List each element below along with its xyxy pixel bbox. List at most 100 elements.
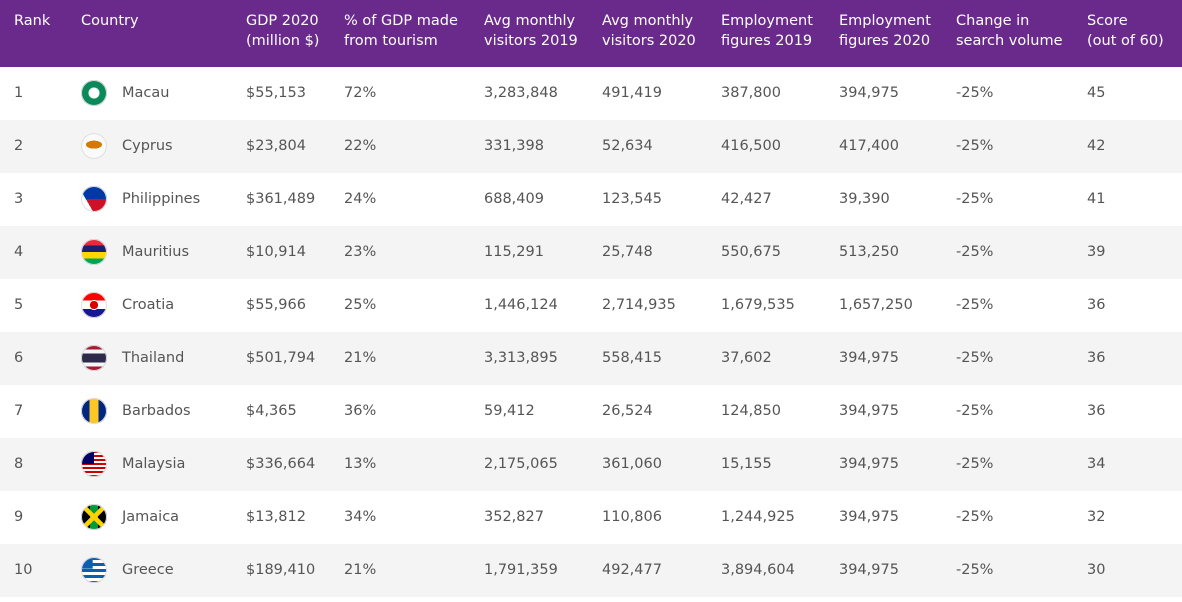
- table-cell: -25%: [956, 297, 994, 313]
- table-cell: 1,679,535: [721, 297, 795, 313]
- table-cell: 36: [1087, 297, 1106, 313]
- table-cell: 26,524: [602, 403, 653, 419]
- table-row: 3 Philippines $361,489 24% 688,409 123,545 42,…: [0, 173, 1182, 226]
- table-cell: $13,812: [246, 509, 306, 525]
- table-cell: Croatia: [122, 297, 175, 313]
- table-cell: 394,975: [839, 456, 899, 472]
- table-cell: 394,975: [839, 562, 899, 578]
- table-cell: 25%: [344, 297, 377, 313]
- table-cell: 3,313,895: [484, 350, 558, 366]
- column-header: Rank: [14, 11, 50, 31]
- table-cell: -25%: [956, 403, 994, 419]
- table-cell: -25%: [956, 562, 994, 578]
- table-cell: 42: [1087, 138, 1106, 154]
- table-cell: 25,748: [602, 244, 653, 260]
- country-flag: [81, 186, 107, 212]
- table-cell: 4: [14, 244, 24, 260]
- table-cell: $189,410: [246, 562, 316, 578]
- table-cell: 2,714,935: [602, 297, 676, 313]
- table-cell: 1,244,925: [721, 509, 795, 525]
- table-cell: 22%: [344, 138, 377, 154]
- table-cell: 394,975: [839, 403, 899, 419]
- table-cell: 39,390: [839, 191, 890, 207]
- table-cell: -25%: [956, 509, 994, 525]
- header-line: Avg monthly: [602, 13, 694, 29]
- table-cell: $4,365: [246, 403, 297, 419]
- header-line: search volume: [956, 33, 1063, 49]
- table-cell: -25%: [956, 191, 994, 207]
- table-row: 6 Thailand $501,794 21% 3,313,895 558,415 37,6…: [0, 332, 1182, 385]
- table-cell: Greece: [122, 562, 174, 578]
- table-cell: 110,806: [602, 509, 662, 525]
- table-cell: -25%: [956, 138, 994, 154]
- table-cell: 59,412: [484, 403, 535, 419]
- table-cell: 32: [1087, 509, 1106, 525]
- table-cell: $501,794: [246, 350, 316, 366]
- table-cell: 1,446,124: [484, 297, 558, 313]
- table-cell: 37,602: [721, 350, 772, 366]
- table-cell: 13%: [344, 456, 377, 472]
- table-cell: -25%: [956, 456, 994, 472]
- table-cell: 3,283,848: [484, 85, 558, 101]
- country-flag: [81, 398, 107, 424]
- table-cell: Barbados: [122, 403, 191, 419]
- table-header: Rank Country GDP 2020 (million $) % of GDP m…: [0, 0, 1182, 67]
- table-cell: 513,250: [839, 244, 899, 260]
- table-cell: Malaysia: [122, 456, 186, 472]
- header-line: Employment: [839, 13, 931, 29]
- header-line: % of GDP made: [344, 13, 458, 29]
- header-line: Score: [1087, 13, 1128, 29]
- table-cell: Cyprus: [122, 138, 173, 154]
- header-line: (out of 60): [1087, 33, 1164, 49]
- table-row: 1 Macau $55,153 72% 3,283,848 491,419 387,800 3…: [0, 67, 1182, 120]
- table-cell: 36%: [344, 403, 377, 419]
- header-line: Change in: [956, 13, 1030, 29]
- table-cell: 42,427: [721, 191, 772, 207]
- column-header: Avg monthly visitors 2020: [602, 11, 696, 51]
- table-cell: Mauritius: [122, 244, 190, 260]
- header-line: figures 2019: [721, 33, 813, 49]
- country-flag: [81, 80, 107, 106]
- table-cell: 387,800: [721, 85, 781, 101]
- table-cell: -25%: [956, 350, 994, 366]
- column-header: Change in search volume: [956, 11, 1063, 51]
- table-cell: 491,419: [602, 85, 662, 101]
- country-flag: [81, 557, 107, 583]
- table-cell: Jamaica: [122, 509, 180, 525]
- table-cell: 36: [1087, 350, 1106, 366]
- header-line: Employment: [721, 13, 813, 29]
- table-cell: 417,400: [839, 138, 899, 154]
- header-line: from tourism: [344, 33, 438, 49]
- table-cell: 21%: [344, 350, 377, 366]
- table-cell: 2,175,065: [484, 456, 558, 472]
- table-cell: 123,545: [602, 191, 662, 207]
- table-cell: 8: [14, 456, 24, 472]
- table-row: 4 Mauritius $10,914 23% 115,291 25,748 550,675…: [0, 226, 1182, 279]
- table-row: 2 Cyprus $23,804 22% 331,398 52,634 416,500 417…: [0, 120, 1182, 173]
- table-cell: 1: [14, 85, 24, 101]
- table-cell: 72%: [344, 85, 377, 101]
- column-header: Avg monthly visitors 2019: [484, 11, 578, 51]
- table-cell: $55,966: [246, 297, 306, 313]
- country-flag: [81, 504, 107, 530]
- country-flag: [81, 451, 107, 477]
- table-cell: 5: [14, 297, 24, 313]
- table-cell: 688,409: [484, 191, 544, 207]
- header-line: visitors 2019: [484, 33, 578, 49]
- header-line: figures 2020: [839, 33, 931, 49]
- table-row: 10 Greece $189,410 21% 1,791,359 492,477 3,894…: [0, 544, 1182, 597]
- table-cell: 1,791,359: [484, 562, 558, 578]
- column-header: Employment figures 2019: [721, 11, 813, 51]
- table-cell: 21%: [344, 562, 377, 578]
- table-cell: 331,398: [484, 138, 544, 154]
- table-cell: 361,060: [602, 456, 662, 472]
- column-header: GDP 2020 (million $): [246, 11, 319, 51]
- table-cell: -25%: [956, 244, 994, 260]
- header-line: Avg monthly: [484, 13, 576, 29]
- column-header: Score (out of 60): [1087, 11, 1164, 51]
- table-cell: 416,500: [721, 138, 781, 154]
- table-row: 8 Malaysia $336,664 13% 2,175,065 361,060 15,1…: [0, 438, 1182, 491]
- table-cell: $23,804: [246, 138, 306, 154]
- table-cell: $361,489: [246, 191, 316, 207]
